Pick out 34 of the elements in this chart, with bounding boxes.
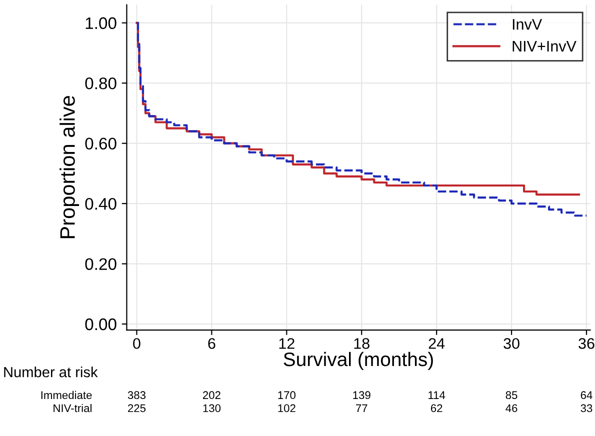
y-tick-label: 0.40	[85, 198, 116, 210]
y-tick-label: 0.20	[85, 258, 116, 270]
text: 46	[506, 404, 518, 412]
x-tick-label: 0	[133, 338, 140, 349]
text: 170	[278, 391, 296, 400]
text: NIV-trial	[54, 404, 92, 412]
text: 114	[428, 391, 446, 399]
y-tick-label: 0.80	[85, 78, 116, 90]
text: 85	[506, 391, 518, 400]
text: 130	[203, 404, 221, 412]
text: 77	[356, 404, 368, 412]
x-tick-label: 6	[208, 338, 216, 349]
text: Immediate	[41, 390, 92, 400]
legend-label: InvV	[512, 19, 542, 30]
text: 202	[202, 391, 220, 400]
y-tick-label: 0.00	[85, 318, 116, 330]
text: 139	[353, 391, 370, 400]
y-axis-title: Proportion alive	[60, 96, 80, 238]
x-tick-label: 36	[578, 338, 594, 349]
text: Number at risk	[4, 366, 98, 378]
x-tick-label: 18	[354, 338, 370, 349]
text: 33	[580, 404, 592, 412]
text: 102	[278, 404, 296, 412]
legend-label: NIV+InvV	[512, 40, 576, 52]
x-tick-label: 12	[279, 338, 294, 349]
x-tick-label: 24	[428, 338, 445, 349]
y-tick-label: 1.00	[86, 17, 116, 30]
text: 62	[430, 404, 442, 412]
y-tick-label: 0.60	[85, 138, 116, 150]
text: 383	[128, 391, 146, 400]
x-tick-label: 30	[504, 338, 520, 349]
text: 64	[580, 391, 592, 400]
text: 225	[128, 404, 146, 412]
x-axis-title: Survival (months)	[284, 352, 433, 370]
